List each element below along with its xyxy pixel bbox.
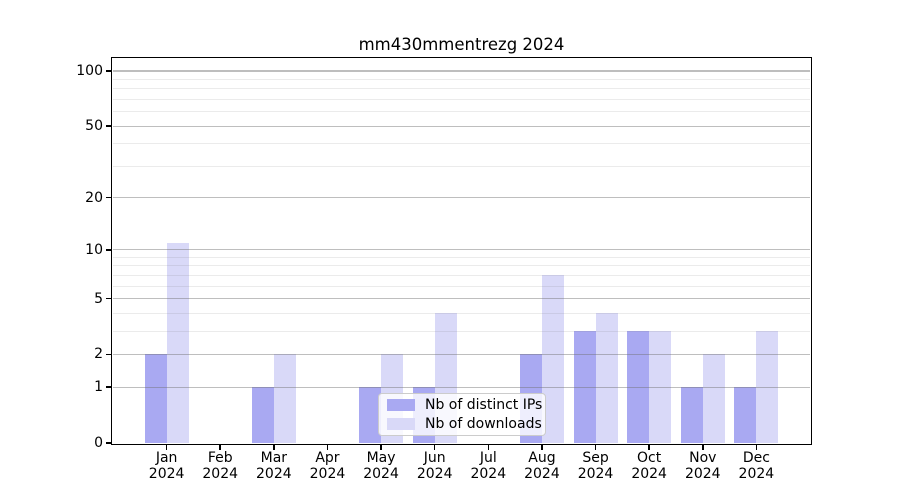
x-tick-label-aug: Aug 2024	[510, 450, 574, 482]
x-tick-label-year: 2024	[738, 465, 775, 482]
legend-label-distinct-ips: Nb of distinct IPs	[425, 396, 543, 413]
x-tick-label-month: Aug	[528, 450, 556, 466]
x-tick-sep	[594, 444, 597, 450]
x-tick-aug	[541, 444, 543, 450]
x-tick-label-month: Apr	[315, 450, 340, 466]
y-tick-label-50: 50	[85, 118, 103, 135]
x-tick-label-sep: Sep 2024	[564, 450, 628, 482]
legend: Nb of distinct IPs Nb of downloads	[378, 393, 546, 436]
x-tick-label-month: Jul	[479, 450, 497, 466]
y-tick-label-0: 0	[94, 435, 103, 451]
x-tick-label-year: 2024	[309, 465, 346, 482]
x-tick-label-oct: Oct 2024	[617, 450, 681, 482]
y-tick-label-1: 1	[94, 379, 103, 396]
x-tick-label-may: May 2024	[349, 450, 413, 482]
x-tick-jun	[433, 444, 436, 450]
x-tick-label-year: 2024	[256, 465, 292, 482]
x-tick-label-year: 2024	[631, 465, 667, 482]
x-tick-apr	[326, 444, 329, 450]
x-tick-nov	[701, 444, 704, 450]
x-tick-label-year: 2024	[524, 465, 560, 482]
x-tick-label-apr: Apr 2024	[295, 450, 359, 482]
x-tick-feb	[219, 444, 222, 450]
x-tick-label-month: Jun	[423, 450, 446, 466]
x-tick-label-mar: Mar 2024	[242, 450, 306, 482]
x-tick-label-nov: Nov 2024	[671, 450, 735, 482]
x-tick-label-month: May	[366, 450, 396, 466]
chart-title: mm430mmentrezg 2024	[358, 35, 565, 54]
x-tick-label-year: 2024	[416, 465, 453, 482]
legend-item-downloads: Nb of downloads	[387, 416, 542, 432]
y-tick-label-5: 5	[94, 290, 103, 307]
x-tick-label-jan: Jan 2024	[135, 450, 199, 482]
x-tick-label-year: 2024	[148, 465, 185, 482]
legend-label-downloads: Nb of downloads	[425, 415, 542, 432]
plot-area-frame	[111, 57, 812, 445]
x-tick-label-feb: Feb 2024	[188, 450, 252, 482]
x-tick-jul	[487, 444, 490, 450]
x-tick-label-year: 2024	[202, 465, 239, 482]
x-tick-label-month: Mar	[260, 450, 288, 466]
x-tick-label-month: Dec	[742, 450, 770, 466]
x-tick-label-year: 2024	[577, 465, 614, 482]
x-tick-label-year: 2024	[470, 465, 507, 482]
y-tick-label-100: 100	[76, 63, 103, 79]
legend-swatch-distinct-ips	[387, 399, 415, 411]
x-tick-label-year: 2024	[363, 465, 399, 482]
x-tick-mar	[273, 444, 275, 450]
x-tick-label-year: 2024	[684, 465, 721, 482]
x-tick-label-month: Oct	[637, 450, 662, 466]
x-tick-label-month: Feb	[207, 450, 233, 466]
legend-item-distinct-ips: Nb of distinct IPs	[387, 397, 542, 413]
x-tick-label-month: Jan	[155, 450, 178, 466]
x-tick-label-month: Nov	[689, 450, 717, 466]
x-tick-label-month: Sep	[582, 450, 609, 466]
y-tick-label-2: 2	[94, 346, 103, 363]
y-tick-label-20: 20	[85, 189, 103, 206]
legend-swatch-downloads	[387, 418, 415, 430]
x-tick-label-jul: Jul 2024	[456, 450, 520, 482]
x-tick-jan	[165, 444, 168, 450]
x-tick-dec	[755, 444, 758, 450]
x-tick-oct	[648, 444, 650, 450]
x-tick-label-jun: Jun 2024	[403, 450, 467, 482]
y-tick-label-10: 10	[85, 241, 103, 258]
x-tick-may	[380, 444, 382, 450]
x-tick-label-dec: Dec 2024	[724, 450, 788, 482]
